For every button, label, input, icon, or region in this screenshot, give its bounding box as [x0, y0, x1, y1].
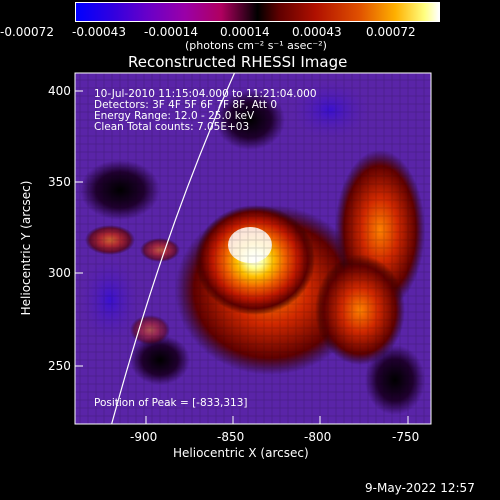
- footer-timestamp: 9-May-2022 12:57: [365, 481, 475, 495]
- solar-limb-line: [111, 73, 236, 424]
- y-tick-2: 350: [48, 175, 71, 189]
- colorbar: [75, 2, 440, 22]
- y-axis-label: Heliocentric Y (arcsec): [19, 180, 33, 316]
- colorbar-tick-6: 0.00072: [366, 25, 416, 39]
- plot-title: Reconstructed RHESSI Image: [128, 53, 348, 71]
- x-tick-4: -750: [392, 430, 420, 444]
- time-range-text: 10-Jul-2010 11:15:04.000 to 11:21:04.000: [94, 88, 317, 100]
- colorbar-tick-3: -0.00014: [144, 25, 198, 39]
- colorbar-tick-1: -0.00072: [0, 25, 54, 39]
- plot-frame: [74, 72, 432, 425]
- colorbar-tick-5: 0.00043: [292, 25, 342, 39]
- info-block: 10-Jul-2010 11:15:04.000 to 11:21:04.000…: [94, 89, 317, 133]
- y-tick-3: 300: [48, 266, 71, 280]
- colorbar-units: (photons cm⁻² s⁻¹ asec⁻²): [185, 39, 327, 52]
- axis-ticks: [75, 90, 409, 424]
- clean-counts-text: Clean Total counts: 7.05E+03: [94, 121, 250, 133]
- x-tick-1: -900: [130, 430, 158, 444]
- peak-position-text: Position of Peak = [-833,313]: [94, 397, 248, 409]
- energy-range-text: Energy Range: 12.0 - 25.0 keV: [94, 110, 255, 122]
- colorbar-tick-2: -0.00043: [72, 25, 126, 39]
- x-axis-label: Heliocentric X (arcsec): [173, 446, 309, 460]
- detectors-text: Detectors: 3F 4F 5F 6F 7F 8F, Att 0: [94, 99, 278, 111]
- y-tick-1: 400: [48, 84, 71, 98]
- x-tick-3: -800: [304, 430, 332, 444]
- y-tick-4: 250: [48, 359, 71, 373]
- x-tick-2: -850: [217, 430, 245, 444]
- colorbar-tick-4: 0.00014: [220, 25, 270, 39]
